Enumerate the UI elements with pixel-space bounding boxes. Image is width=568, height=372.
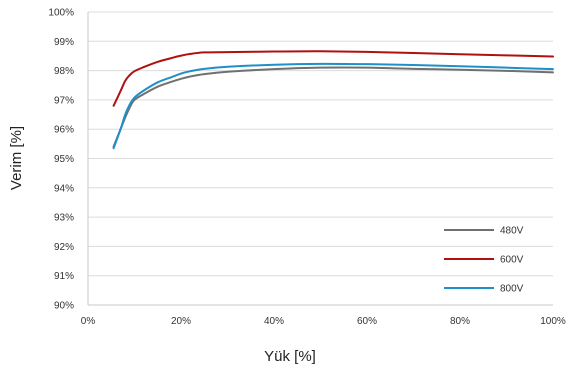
y-tick-label: 96%: [54, 125, 74, 136]
y-tick-label: 98%: [54, 66, 74, 77]
x-axis-title: Yük [%]: [264, 348, 316, 365]
y-tick-label: 90%: [54, 301, 74, 312]
legend-label-600v: 600V: [500, 255, 524, 266]
x-tick-label: 40%: [264, 316, 284, 327]
y-tick-label: 91%: [54, 271, 74, 282]
x-tick-label: 100%: [540, 316, 566, 327]
x-tick-label: 20%: [171, 316, 191, 327]
legend-label-800v: 800V: [500, 284, 524, 295]
y-tick-label: 94%: [54, 183, 74, 194]
legend-label-480v: 480V: [500, 226, 524, 237]
y-tick-label: 97%: [54, 95, 74, 106]
y-axis-title: Verim [%]: [8, 126, 25, 190]
y-tick-label: 95%: [54, 154, 74, 165]
series-line-600v: [112, 50, 554, 107]
x-tick-label: 0%: [81, 316, 96, 327]
series-line-480v: [112, 66, 554, 148]
y-tick-label: 92%: [54, 242, 74, 253]
x-tick-label: 80%: [450, 316, 470, 327]
x-tick-label: 60%: [357, 316, 377, 327]
y-tick-label: 93%: [54, 213, 74, 224]
series-line-800v: [112, 62, 554, 150]
y-tick-label: 99%: [54, 37, 74, 48]
y-tick-label: 100%: [48, 8, 74, 19]
